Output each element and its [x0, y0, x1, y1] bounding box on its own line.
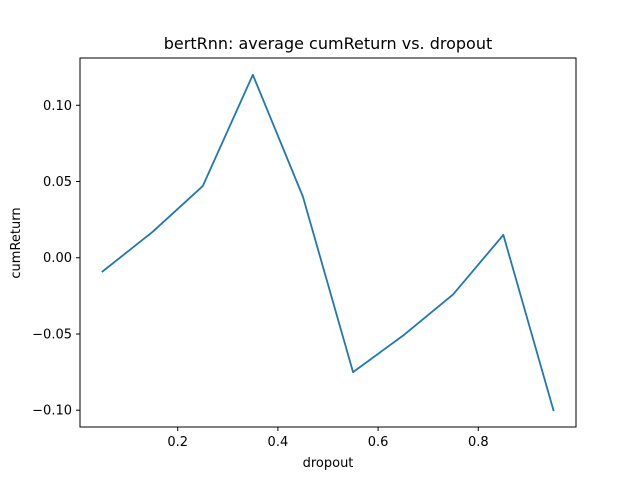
x-tick-label: 0.2: [167, 435, 188, 450]
chart-title: bertRnn: average cumReturn vs. dropout: [164, 34, 493, 53]
x-tick-label: 0.8: [468, 435, 489, 450]
x-axis-label: dropout: [303, 456, 354, 471]
x-tick-label: 0.4: [268, 435, 289, 450]
y-tick-label: 0.05: [43, 175, 72, 190]
plot-frame: [79, 57, 577, 428]
x-axis: 0.2 0.4 0.6 0.8: [167, 427, 489, 450]
y-tick-label: 0.00: [43, 251, 72, 266]
series-line: [101, 73, 555, 412]
plot-area: [101, 73, 555, 412]
y-tick-label: −0.05: [32, 327, 72, 342]
y-tick-label: −0.10: [32, 404, 72, 419]
y-axis-label: cumReturn: [9, 207, 24, 278]
x-tick-label: 0.6: [368, 435, 389, 450]
y-tick-label: 0.10: [43, 99, 72, 114]
y-axis: −0.10 −0.05 0.00 0.05 0.10: [32, 99, 80, 419]
